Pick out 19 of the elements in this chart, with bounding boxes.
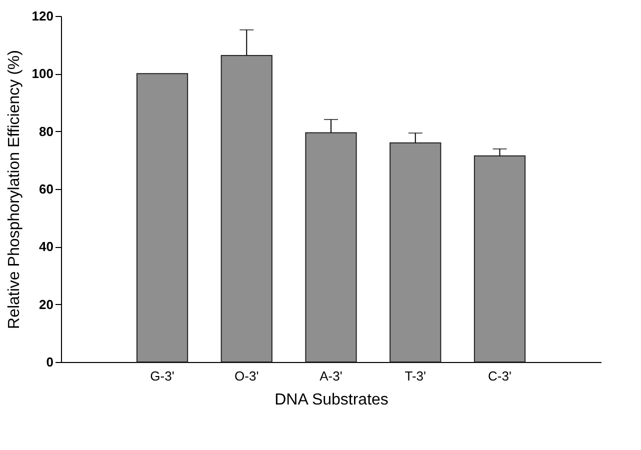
x-tick-label: T-3' [404,368,426,384]
x-tick-label: A-3' [320,368,342,384]
x-tick-label: O-3' [234,368,259,384]
bar [220,55,272,362]
y-tick-label: 80 [39,124,54,139]
bar [474,155,526,362]
x-tick-label: C-3' [488,368,512,384]
bar [305,132,357,362]
y-tick-label: 0 [46,354,54,370]
x-axis-title: DNA Substrates [274,392,388,408]
x-tick-label: G-3' [150,368,174,384]
y-axis-title: Relative Phosphorylation Efficiency (%) [6,50,23,329]
bar [136,73,188,362]
y-tick-label: 100 [32,66,54,82]
y-tick-label: 120 [32,8,54,24]
bar [390,142,442,362]
y-tick-label: 20 [39,296,54,312]
y-tick-label: 40 [39,239,54,254]
y-tick-label: 60 [39,182,54,196]
